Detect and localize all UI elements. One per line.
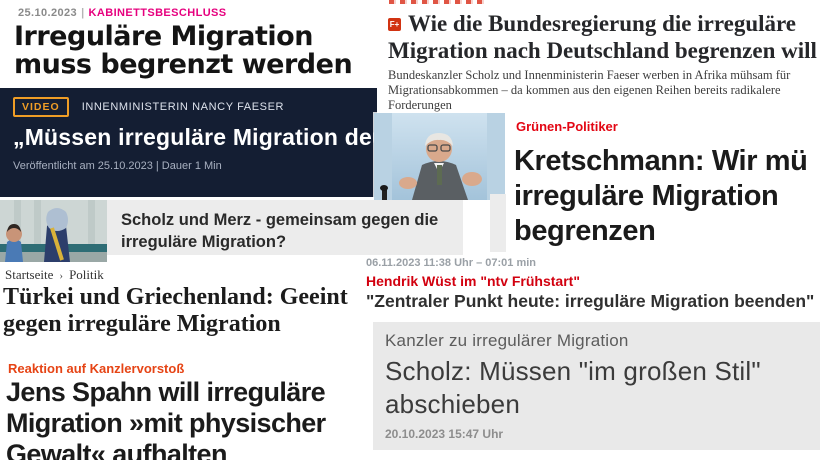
- welt-kicker: INNENMINISTERIN NANCY FAESER: [81, 101, 285, 113]
- tagesschau-headline-link[interactable]: Irreguläre Migration muss begrenzt werde…: [14, 21, 353, 80]
- gruene-kicker: Grünen-Politiker: [516, 119, 618, 134]
- welt-video-meta: Veröffentlicht am 25.10.2023 | Dauer 1 M…: [13, 160, 222, 172]
- kretschmann-headline-line2: irreguläre Migration: [514, 180, 779, 212]
- collage-fragment: [490, 194, 506, 252]
- ntv-timestamp: 06.11.2023 11:38 Uhr – 07:01 min: [366, 257, 537, 269]
- welt-video-card[interactable]: VIDEO INNENMINISTERIN NANCY FAESER „Müss…: [0, 88, 377, 197]
- spiegel-kicker: Reaktion auf Kanzlervorstoß: [8, 361, 185, 376]
- migration-thumbnail-photo: [0, 200, 107, 262]
- tagesschau-topic-kicker: KABINETTSBESCHLUSS: [88, 7, 227, 19]
- kicker-separator: |: [81, 7, 85, 19]
- ntv-headline[interactable]: "Zentraler Punkt heute: irreguläre Migra…: [366, 291, 815, 311]
- scholz-abschieben-kicker: Kanzler zu irregulärer Migration: [385, 331, 629, 350]
- scholz-abschieben-timestamp: 20.10.2023 15:47 Uhr: [385, 427, 504, 441]
- tagesschau-kicker-row: 25.10.2023 | KABINETTSBESCHLUSS: [18, 7, 227, 19]
- welt-topbar: VIDEO INNENMINISTERIN NANCY FAESER: [13, 97, 284, 117]
- breadcrumb-home[interactable]: Startseite: [5, 267, 54, 282]
- breadcrumb-section[interactable]: Politik: [69, 267, 104, 282]
- faz-headline-link[interactable]: F+ Wie die Bundesregierung die irreguläre…: [388, 10, 820, 64]
- scholz-merz-panel[interactable]: Scholz und Merz - gemeinsam gegen die ir…: [107, 200, 463, 255]
- kretschmann-headline-line3: begrenzen: [514, 215, 656, 247]
- kretschmann-headline[interactable]: Kretschmann: Wir mü irreguläre Migration…: [514, 144, 820, 249]
- scholz-abschieben-card[interactable]: Kanzler zu irregulärer Migration Scholz:…: [373, 322, 820, 450]
- scholz-merz-headline: Scholz und Merz - gemeinsam gegen die ir…: [121, 211, 439, 251]
- ntv-kicker: Hendrik Wüst im "ntv Frühstart": [366, 273, 580, 289]
- welt-video-headline[interactable]: „Müssen irreguläre Migration deutlich be: [13, 124, 377, 150]
- spiegel-headline[interactable]: Jens Spahn will irreguläre Migration »mi…: [6, 377, 326, 460]
- kretschmann-photo: [374, 113, 505, 200]
- clipped-red-kicker: [389, 0, 485, 4]
- faz-teaser-text: Bundeskanzler Scholz und Innenministerin…: [388, 68, 791, 112]
- faz-plus-icon: F+: [388, 18, 401, 31]
- faz-headline-text: Wie die Bundesregierung die irreguläre M…: [388, 11, 817, 63]
- scholz-abschieben-headline: Scholz: Müssen "im großen Stil" abschieb…: [385, 356, 761, 419]
- kretschmann-headline-line1: Kretschmann: Wir mü: [514, 145, 808, 177]
- tuerkei-headline[interactable]: Türkei und Griechenland: Geeint gegen ir…: [3, 284, 348, 337]
- tagesschau-date: 25.10.2023: [18, 7, 78, 19]
- breadcrumb-separator-icon: ›: [59, 270, 64, 282]
- breadcrumb: Startseite › Politik: [5, 267, 104, 283]
- video-badge: VIDEO: [13, 97, 69, 117]
